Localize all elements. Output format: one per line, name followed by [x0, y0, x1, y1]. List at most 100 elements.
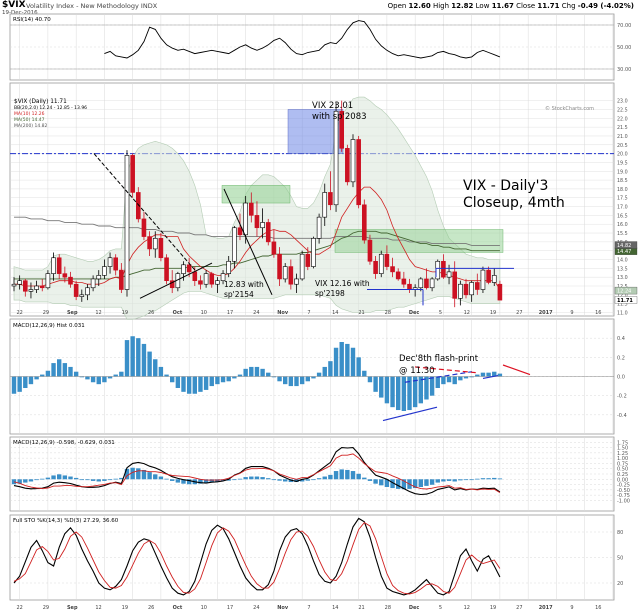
macd-hist-bar-49 [288, 479, 294, 483]
macd-hist-bar-83 [480, 478, 486, 480]
hist-bar-86 [497, 373, 503, 377]
price-ytick-label-24: 11.0 [617, 310, 628, 316]
price-ytick-label-13: 16.5 [617, 213, 628, 219]
macd-hist-bar-68 [396, 479, 401, 489]
macd-hist-bar-38 [226, 479, 231, 481]
high-value: 12.82 [451, 2, 474, 10]
macd-hist-bar-65 [379, 479, 384, 486]
price-tag-box-3 [614, 286, 638, 295]
candle-body-74 [429, 278, 435, 289]
sto-legend: Full STO %K(14,3) %D(3) 27.29, 36.60 [13, 518, 119, 524]
hist-bar-56 [328, 361, 333, 377]
bottom-xtick-10: Nov [277, 605, 289, 611]
hist-bar-82 [475, 374, 480, 377]
bottom-xtick-6: Oct [173, 605, 183, 611]
hist-bar-31 [186, 376, 192, 394]
candle-body-80 [463, 283, 469, 296]
macd-hist-bar-6 [45, 477, 51, 480]
price-tag-box-1 [614, 241, 638, 249]
hist-bar-15 [96, 376, 101, 385]
price-xtick-19: 27 [516, 310, 522, 316]
open-label: Open [387, 2, 407, 10]
price-ytick-label-19: 13.5 [617, 266, 628, 272]
hist-bar-41 [243, 368, 248, 377]
hist-bar-71 [412, 376, 418, 408]
candle-body-0 [11, 283, 17, 287]
price-xtick-11: 7 [307, 310, 310, 316]
macd-hist-bar-0 [11, 479, 17, 485]
macd-hist-bar-45 [266, 478, 271, 480]
macd-hist-bar-5 [40, 478, 45, 480]
rsi-legend: RSI(14) 40.70 [13, 17, 51, 23]
bottom-xtick-9: 24 [253, 605, 259, 611]
price-xtick-20: 2017 [539, 310, 553, 316]
hist-bar-64 [373, 376, 378, 392]
hist-bar-83 [480, 372, 486, 377]
price-ytick-label-3: 21.5 [617, 125, 628, 131]
candle-body-21 [130, 155, 135, 193]
annotation-oct-1: 12.83 with [224, 280, 264, 289]
macd-hist-bar-79 [458, 479, 463, 481]
candle-body-18 [113, 257, 118, 271]
bottom-xtick-8: 17 [227, 605, 233, 611]
candle-body-24 [147, 236, 152, 250]
candle-body-53 [311, 238, 316, 267]
macd-hist-bar-84 [486, 478, 491, 480]
price-tag-2: 11.71 [617, 298, 633, 304]
hist-bar-39 [232, 376, 237, 379]
ohlc-readout: Open 12.60 High 12.82 Low 11.67 Close 11… [388, 2, 634, 10]
hist-bar-45 [266, 372, 271, 377]
candle-body-10 [68, 276, 73, 285]
change-value: -0.49 (-4.02%) [577, 2, 634, 10]
hist-bar-38 [226, 376, 231, 382]
hist-bar-6 [45, 370, 51, 377]
candle-body-36 [215, 280, 220, 285]
hist-bar-24 [147, 351, 152, 377]
macd-hist-bar-33 [198, 479, 203, 484]
rsi-line [104, 20, 501, 59]
macd-hist-bar-27 [164, 478, 169, 480]
bottom-xtick-12: 14 [332, 605, 338, 611]
hist-ytick-label-2: 0.0 [617, 375, 625, 381]
macd-hist-bar-73 [424, 479, 429, 486]
hist-bar-11 [73, 371, 79, 377]
candle-body-59 [345, 148, 350, 183]
hist-bar-26 [158, 366, 164, 377]
candle-body-64 [373, 260, 378, 274]
price-ytick-label-5: 20.5 [617, 143, 628, 149]
hist-bar-13 [85, 376, 90, 380]
hist-bar-55 [322, 366, 327, 377]
price-ytick-label-15: 15.5 [617, 231, 628, 237]
price-tag-3: 12.24 [617, 289, 631, 295]
highlight-box-resistance [334, 229, 504, 253]
hist-bar-48 [283, 376, 288, 385]
hist-bar-28 [170, 376, 175, 383]
hist-bar-66 [384, 376, 390, 404]
macd-hist-bar-14 [90, 479, 96, 481]
instrument-name: Volatility Index - New Methodology INDX [26, 2, 158, 10]
bottom-xtick-4: 19 [122, 605, 128, 611]
macd-hist-bar-80 [463, 479, 469, 481]
price-xtick-2: Sep [67, 310, 78, 316]
hist-blue-dashed [404, 371, 473, 383]
annotation-nov-2: sp'2198 [315, 289, 345, 298]
price-tag-box-2 [614, 296, 638, 304]
macd-ytick-label-9: -0.50 [617, 488, 630, 494]
bottom-xtick-15: Dec [409, 605, 420, 611]
price-ytick-label-20: 13.0 [617, 275, 628, 281]
hist-red-dashed [414, 366, 477, 374]
bottom-xtick-3: 12 [95, 605, 101, 611]
price-xtick-17: 12 [464, 310, 470, 316]
candle-body-72 [418, 278, 424, 289]
macd-line [13, 447, 501, 496]
hist-bar-84 [486, 372, 491, 377]
hist-bar-59 [345, 343, 350, 377]
close-label: Close [516, 2, 536, 10]
annotation-title-2: Closeup, 4mth [463, 195, 565, 211]
candle-body-67 [390, 266, 395, 273]
macd-ytick-label-2: 1.25 [617, 451, 628, 457]
candle-body-16 [102, 266, 107, 276]
hist-bar-18 [113, 374, 118, 377]
price-tag-1: 14.82 [617, 243, 631, 249]
